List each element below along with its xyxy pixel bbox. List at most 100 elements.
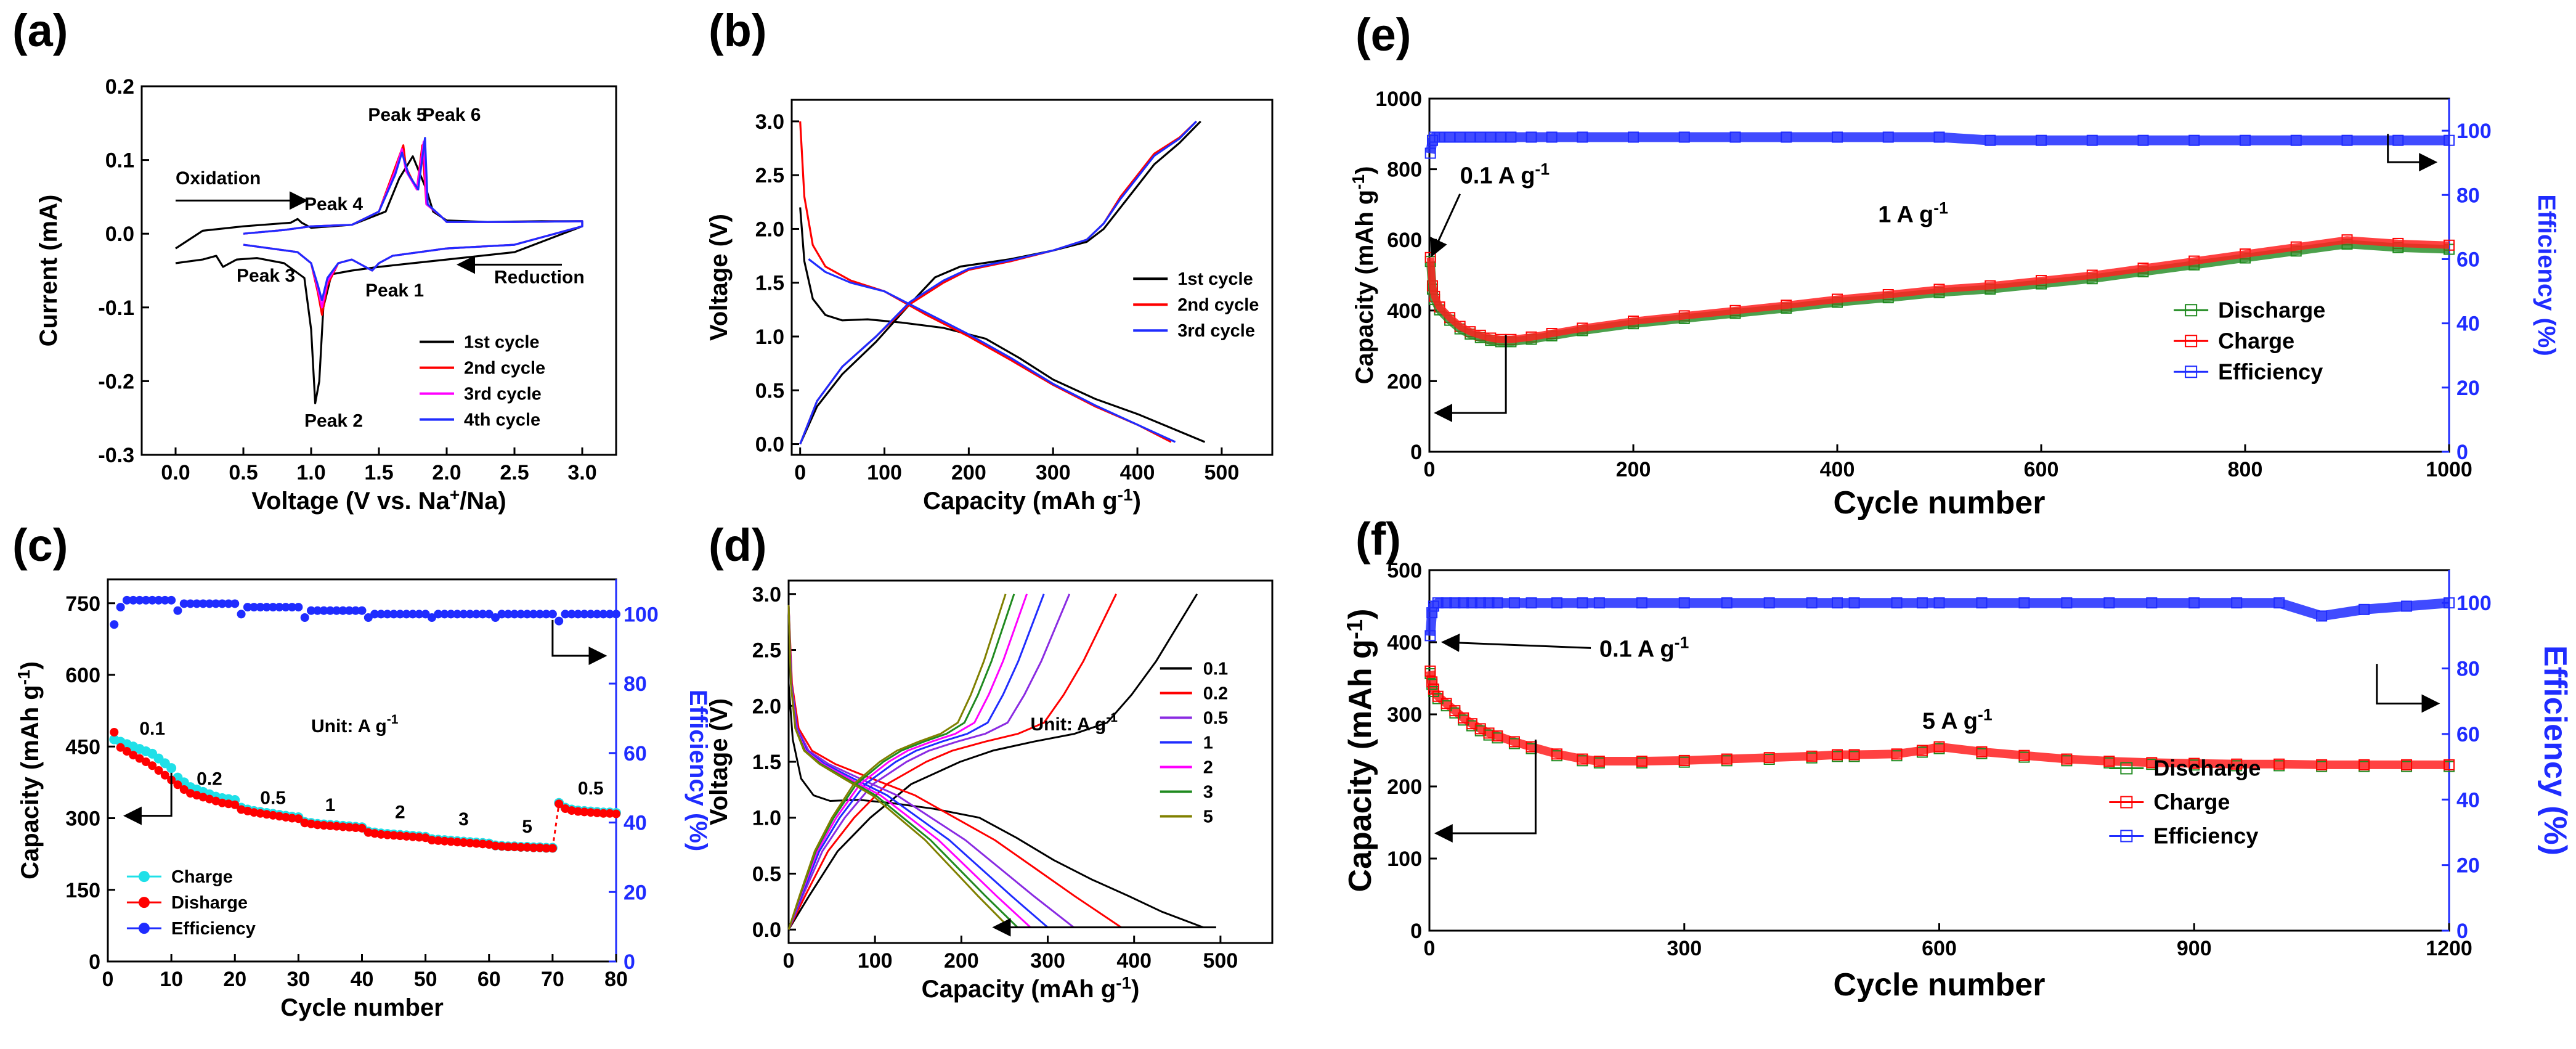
f-charge-point: [2316, 759, 2328, 770]
c-efficiency-point: [491, 613, 500, 622]
d-charge-curve: [787, 594, 1007, 930]
d-legend-label: 0.2: [1203, 684, 1228, 703]
c-efficiency-point: [364, 613, 373, 622]
f-efficiency-point: [1721, 597, 1733, 609]
c-y2tick-label: 80: [624, 672, 647, 696]
e-xtick-label: 0: [1424, 458, 1436, 481]
c-unit-label-base: Unit: A g: [311, 716, 387, 737]
c-efficiency-point: [205, 599, 214, 608]
f-efficiency-point: [2061, 597, 2073, 609]
c-discharge-point: [376, 830, 386, 839]
panel-label-a: (a): [12, 5, 68, 56]
c-y2tick-label: 60: [624, 742, 647, 765]
c-efficiency-point: [237, 610, 246, 619]
c-efficiency-point: [434, 610, 443, 619]
c-discharge-point: [364, 828, 373, 837]
c-efficiency-point: [586, 610, 595, 619]
f-charge-point: [1593, 756, 1605, 767]
e-y2tick-label: 60: [2456, 248, 2480, 271]
c-efficiency-point: [478, 610, 487, 619]
c-efficiency-point: [599, 610, 608, 619]
c-discharge-point: [529, 843, 538, 852]
d-xlabel-base: Capacity (mAh g: [922, 976, 1116, 1003]
d-xtick-label: 0: [783, 949, 795, 973]
f-charge-point: [1432, 690, 1444, 702]
c-discharge-point: [332, 822, 341, 831]
c-efficiency-point: [300, 613, 309, 622]
c-xlabel: Cycle number: [280, 994, 444, 1021]
c-efficiency-point: [605, 610, 614, 619]
f-charge-point: [1976, 746, 1988, 757]
c-efficiency-point: [110, 620, 119, 629]
c-rate-label: 1: [325, 795, 336, 815]
c-ytick-label: 450: [65, 735, 100, 759]
f-efficiency-point: [1474, 597, 1486, 609]
f-legend-label: Efficiency: [2153, 823, 2258, 848]
d-unit-label-sup: -1: [1106, 711, 1118, 725]
c-efficiency-point: [396, 610, 405, 619]
c-discharge-point: [122, 747, 131, 756]
a-legend-label: 2nd cycle: [464, 359, 545, 378]
f-efficiency-point: [1678, 597, 1690, 609]
c-rate-label: 3: [458, 809, 469, 830]
c-efficiency-point: [275, 603, 284, 612]
f-xtick-label: 300: [1667, 937, 1702, 960]
c-discharge-point: [580, 807, 589, 817]
f-charge-point: [1832, 749, 1843, 761]
f-efficiency-point: [1508, 597, 1520, 609]
d-ytick-label: 3.0: [752, 583, 781, 606]
c-efficiency-point: [402, 610, 411, 619]
f-arrow-first: [1440, 633, 1591, 652]
c-discharge-point: [141, 757, 150, 767]
c-efficiency-point: [211, 599, 221, 608]
e-legend-label: Discharge: [2218, 297, 2325, 322]
f-charge-point: [1891, 748, 1903, 760]
e-ytick-label: 600: [1387, 229, 1422, 252]
c-efficiency-point: [535, 610, 545, 619]
b-xlabel-tail: ): [1133, 488, 1141, 515]
c-discharge-point: [593, 808, 602, 817]
f-charge-point: [1916, 745, 1928, 756]
c-efficiency-point: [427, 613, 436, 622]
a-legend-label: 4th cycle: [464, 410, 540, 430]
c-efficiency-point: [389, 610, 399, 619]
a-xlabel: Voltage (V vs. Na+/Na): [251, 485, 506, 515]
c-discharge-point: [148, 761, 157, 770]
c-xtick-label: 60: [477, 968, 501, 991]
c-efficiency-point: [250, 603, 259, 612]
f-efficiency-point: [1577, 597, 1588, 609]
panel-label-b: (b): [709, 5, 767, 56]
c-arrow-efficiency: [551, 619, 607, 665]
c-discharge-point: [281, 812, 290, 822]
d-unit-label: Unit: A g-1: [1031, 711, 1118, 735]
c-discharge-point: [250, 808, 259, 817]
f-y2tick-label: 60: [2456, 723, 2480, 746]
e-legend-swatch-marker: [2185, 365, 2198, 378]
f-charge-point: [1440, 698, 1452, 709]
c-discharge-point: [325, 821, 335, 830]
c-discharge-point: [574, 807, 583, 816]
e-arrow-capacity: [1434, 335, 1507, 422]
b-frame: [790, 99, 1274, 456]
d-discharge-curve: [787, 605, 1010, 928]
f-legend-label: Charge: [2153, 789, 2230, 814]
c-efficiency-point: [186, 599, 195, 608]
f-efficiency-point: [2188, 597, 2200, 609]
c-discharge-point: [357, 823, 367, 833]
c-discharge-point: [389, 831, 399, 840]
a-xlabel-base: Voltage (V vs. Na: [251, 488, 450, 515]
c-discharge-point: [135, 754, 144, 763]
e-y2tick-label: 80: [2456, 184, 2480, 207]
b-xlabel: Capacity (mAh g-1): [923, 485, 1141, 515]
c-discharge-point: [434, 836, 443, 845]
c-efficiency-point: [376, 610, 386, 619]
d-xtick-label: 400: [1116, 949, 1152, 973]
f-ytick-label: 300: [1387, 703, 1422, 727]
f-charge-point: [2401, 759, 2413, 770]
c-efficiency-point: [415, 610, 424, 619]
f-legend-swatch-marker: [2120, 762, 2133, 775]
c-efficiency-point: [421, 610, 430, 619]
a-annotation-oxidation: Oxidation: [176, 168, 261, 189]
c-discharge-point: [440, 836, 449, 846]
